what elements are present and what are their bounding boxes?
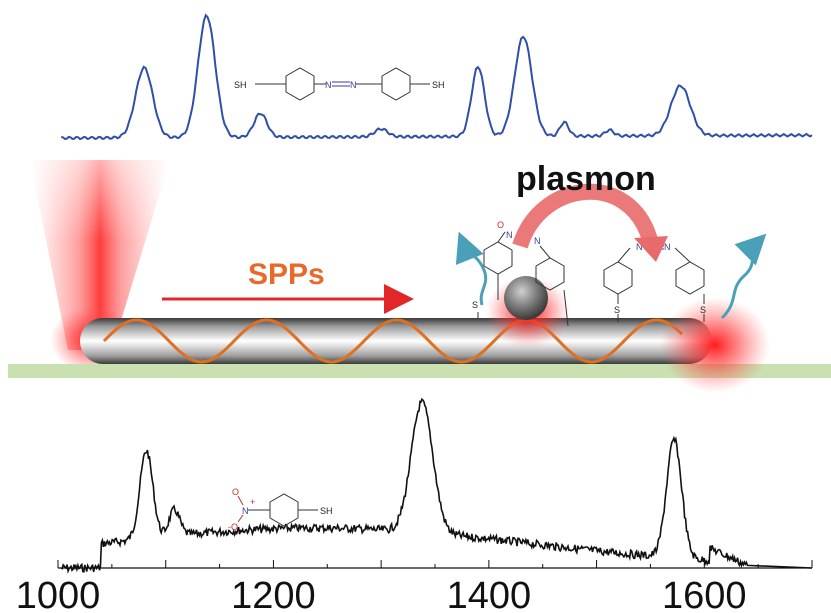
mol-bot-sh: SH bbox=[320, 506, 333, 516]
mol-top-right-sh: SH bbox=[432, 80, 445, 90]
plasmon-label: plasmon bbox=[516, 160, 656, 198]
emission-right bbox=[720, 233, 767, 320]
plasmon-arrow bbox=[512, 184, 658, 249]
thiol-s-right2: S bbox=[700, 305, 706, 315]
spps-label: SPPs bbox=[248, 258, 325, 291]
azo-n1-wire: N bbox=[636, 242, 643, 252]
mol-top-azo-n1: N bbox=[325, 80, 332, 90]
spp-wave bbox=[102, 318, 684, 364]
x-tick-label: 1000 bbox=[16, 575, 101, 613]
lower-spectrum-line bbox=[60, 397, 813, 574]
substrate bbox=[8, 364, 831, 378]
nitro-o-left: O bbox=[497, 220, 504, 230]
azobenzene-dithiol-molecule bbox=[255, 67, 430, 101]
laser-beam-fade bbox=[30, 160, 170, 240]
thiol-s-right1: S bbox=[614, 305, 620, 315]
nitro-n-left: N bbox=[506, 230, 513, 240]
mol-top-left-sh: SH bbox=[234, 80, 247, 90]
end-hotspot bbox=[660, 297, 770, 393]
silver-nanowire bbox=[80, 318, 712, 364]
nitrothiophenol-pair bbox=[477, 231, 569, 327]
mol-bot-o2: -O bbox=[228, 522, 238, 532]
upper-spectrum-line bbox=[60, 13, 813, 141]
x-tick-label: 1600 bbox=[662, 575, 747, 613]
x-tick-label: 1200 bbox=[231, 575, 316, 613]
silver-nanoparticle bbox=[504, 276, 548, 320]
azo-n2-wire: N bbox=[664, 242, 671, 252]
plasmon-arrow-head bbox=[634, 236, 668, 262]
mol-bot-o1: O bbox=[232, 487, 239, 497]
x-tick-label: 1400 bbox=[447, 575, 532, 613]
x-axis: 1000 1200 1400 1600 bbox=[16, 560, 813, 613]
mol-top-azo-n2: N bbox=[350, 80, 357, 90]
nitrothiophenol-molecule bbox=[237, 493, 318, 527]
mol-bot-n: N bbox=[242, 506, 249, 516]
thiol-s-left: S bbox=[472, 300, 478, 310]
mol-bot-plus: + bbox=[250, 497, 255, 507]
emission-left bbox=[455, 231, 488, 306]
nitro-n-right: N bbox=[534, 236, 541, 246]
